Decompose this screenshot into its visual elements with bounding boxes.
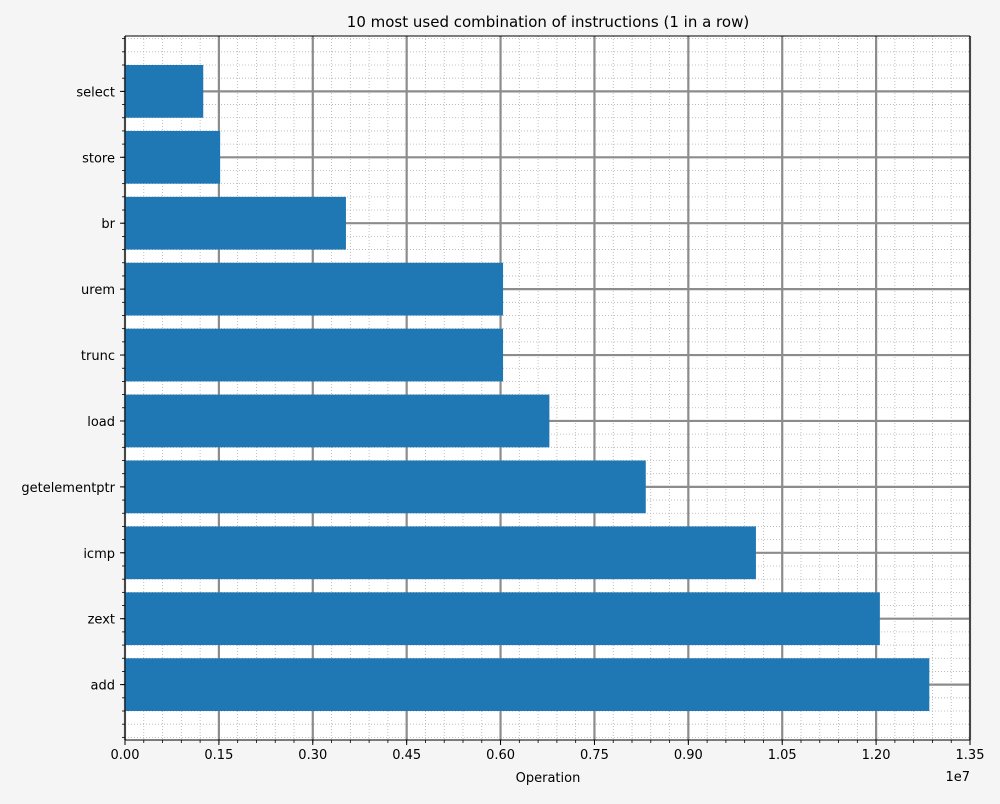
x-tick-label: 0.90 bbox=[674, 748, 703, 763]
bar-trunc bbox=[125, 328, 504, 382]
y-tick-label: getelementptr bbox=[21, 481, 115, 496]
chart-title: 10 most used combination of instructions… bbox=[347, 13, 749, 31]
bar-store bbox=[125, 130, 221, 184]
bar-urem bbox=[125, 262, 504, 316]
bar-add bbox=[125, 658, 930, 711]
y-tick-label: load bbox=[87, 415, 115, 430]
bar-zext bbox=[125, 592, 880, 646]
x-tick-label: 1.05 bbox=[768, 748, 797, 763]
bar-getelementptr bbox=[125, 460, 646, 514]
y-tick-label: zext bbox=[88, 613, 115, 628]
bar-select bbox=[125, 65, 204, 118]
bar-load bbox=[125, 394, 550, 448]
y-tick-label: trunc bbox=[81, 349, 115, 364]
x-tick-label: 0.60 bbox=[486, 748, 515, 763]
x-axis-offset-text: 1e7 bbox=[945, 770, 970, 785]
y-tick-label: urem bbox=[81, 283, 115, 298]
bar-br bbox=[125, 196, 346, 250]
y-tick-label: store bbox=[82, 151, 115, 166]
y-tick-label: icmp bbox=[83, 547, 115, 562]
x-tick-label: 0.15 bbox=[204, 748, 233, 763]
bars bbox=[125, 65, 930, 711]
bar-icmp bbox=[125, 526, 756, 580]
x-tick-label: 1.35 bbox=[956, 748, 985, 763]
x-tick-label: 0.45 bbox=[392, 748, 421, 763]
y-tick-label: select bbox=[76, 85, 115, 100]
x-tick-label: 0.30 bbox=[298, 748, 327, 763]
x-tick-label: 1.20 bbox=[862, 748, 891, 763]
x-tick-label: 0.75 bbox=[580, 748, 609, 763]
axes: 0.00 0.15 0.30 0.45 0.60 0.75 0.90 1.05 1.20 1.35… bbox=[21, 35, 985, 763]
x-tick-label: 0.00 bbox=[111, 748, 140, 763]
y-tick-label: br bbox=[101, 217, 115, 232]
y-tick-label: add bbox=[91, 679, 115, 694]
x-axis-label: Operation bbox=[516, 771, 581, 786]
